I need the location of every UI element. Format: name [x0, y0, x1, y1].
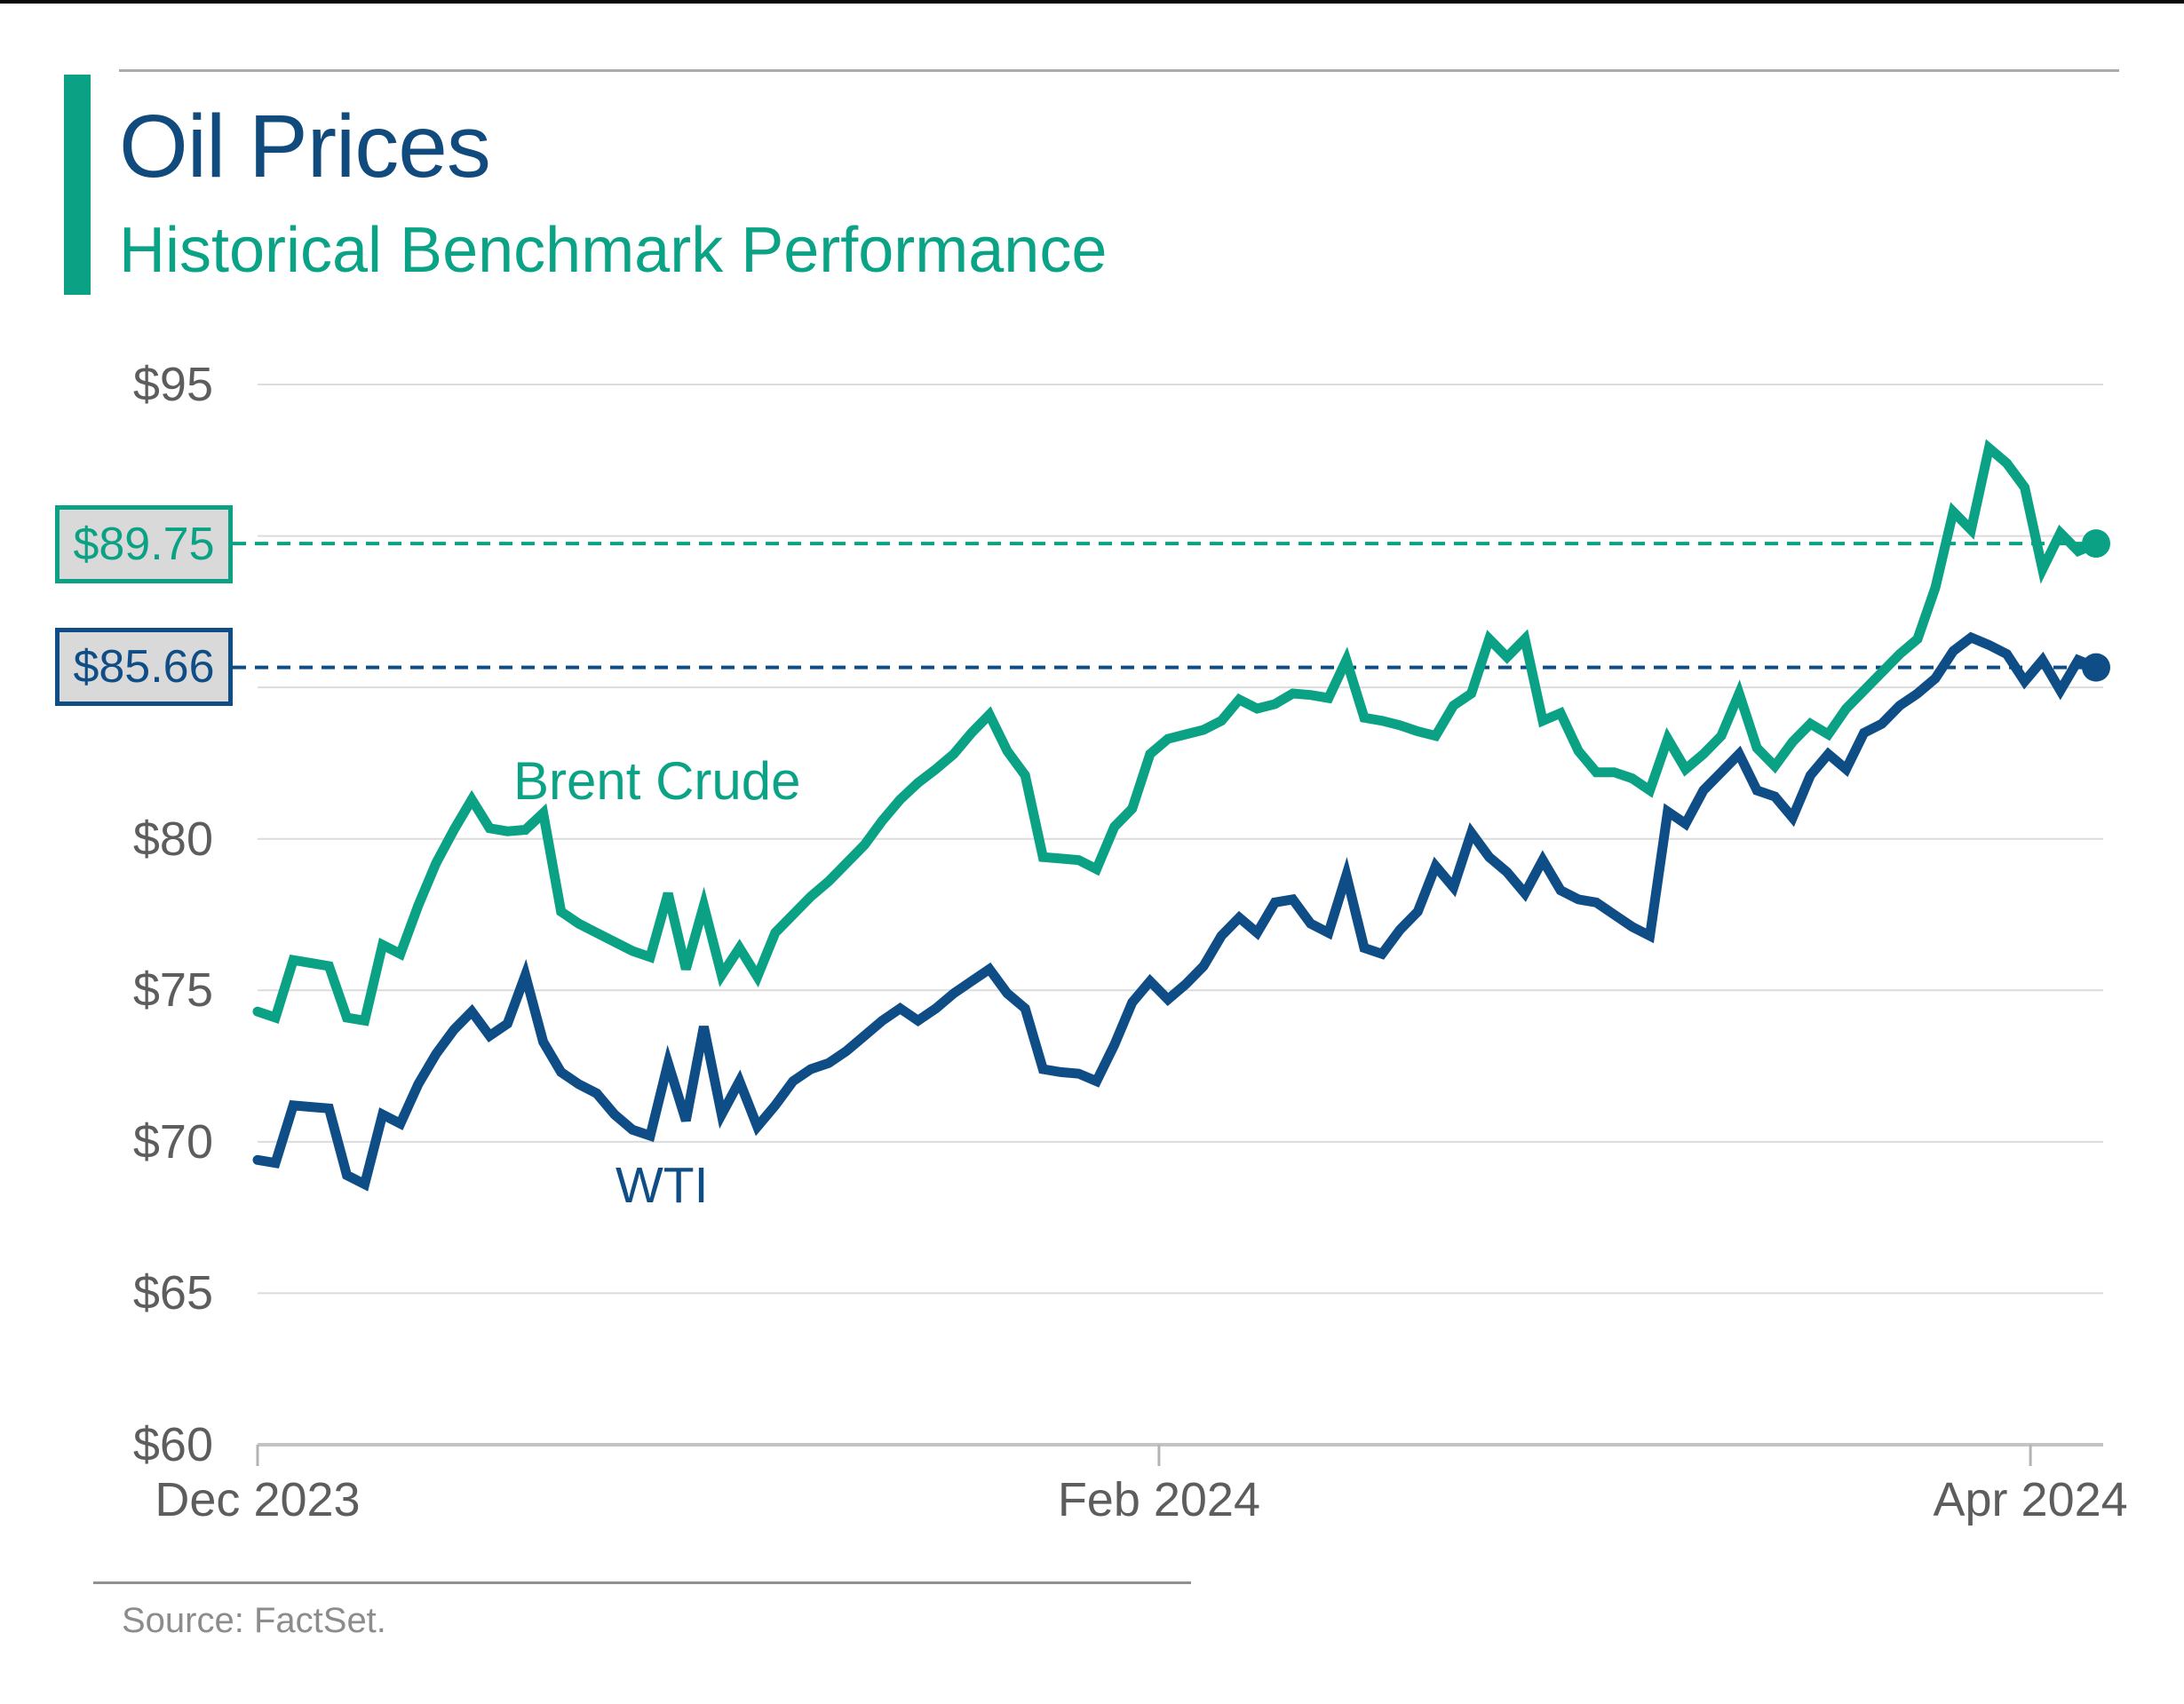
source-divider-rule: [93, 1581, 1191, 1584]
top-border-strip: [0, 0, 2184, 4]
page-title: Oil Prices: [119, 97, 491, 196]
y-tick-label: $70: [132, 1114, 213, 1169]
wti-price-line: [252, 631, 2101, 1192]
brent-last-price-callout: $89.75: [55, 505, 233, 583]
brent-series-label: Brent Crude: [513, 751, 801, 811]
x-tick-label: Dec 2023: [155, 1473, 361, 1526]
wti-last-value-dot: [2082, 653, 2110, 682]
y-tick-label: $80: [132, 812, 213, 866]
brent-crude-price-line: [252, 439, 2101, 1026]
y-tick-label: $95: [132, 358, 213, 411]
header-divider-rule: [119, 69, 2119, 72]
x-tick-label: Apr 2024: [1933, 1473, 2128, 1526]
teal-accent-bar: [64, 75, 91, 295]
wti-series-label: WTI: [615, 1157, 709, 1214]
x-tick-label: Feb 2024: [1057, 1473, 1260, 1526]
source-attribution: Source: FactSet.: [122, 1601, 386, 1640]
y-tick-label: $60: [132, 1417, 213, 1471]
page-subtitle: Historical Benchmark Performance: [119, 215, 1108, 286]
brent-crude-last-value-dot: [2082, 529, 2110, 559]
y-tick-label: $65: [132, 1266, 213, 1320]
y-tick-label: $75: [132, 963, 213, 1018]
wti-last-price-callout: $85.66: [55, 628, 233, 706]
